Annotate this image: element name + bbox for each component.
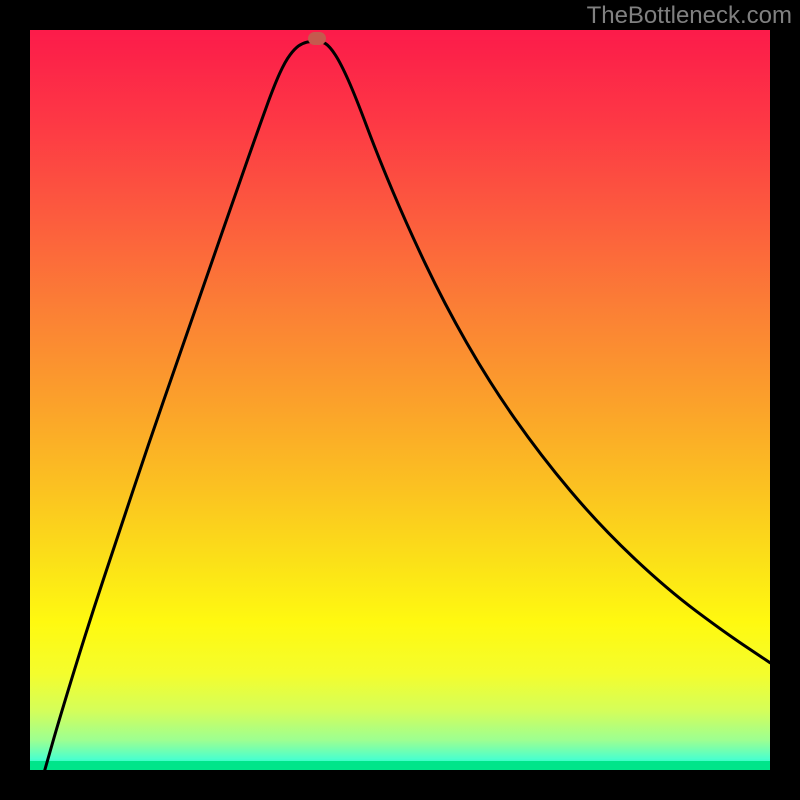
watermark-text: TheBottleneck.com [587, 2, 792, 30]
chart-frame: TheBottleneck.com [0, 0, 800, 800]
bottleneck-curve [30, 30, 770, 770]
plot-area [30, 30, 770, 770]
optimum-marker [308, 32, 326, 45]
